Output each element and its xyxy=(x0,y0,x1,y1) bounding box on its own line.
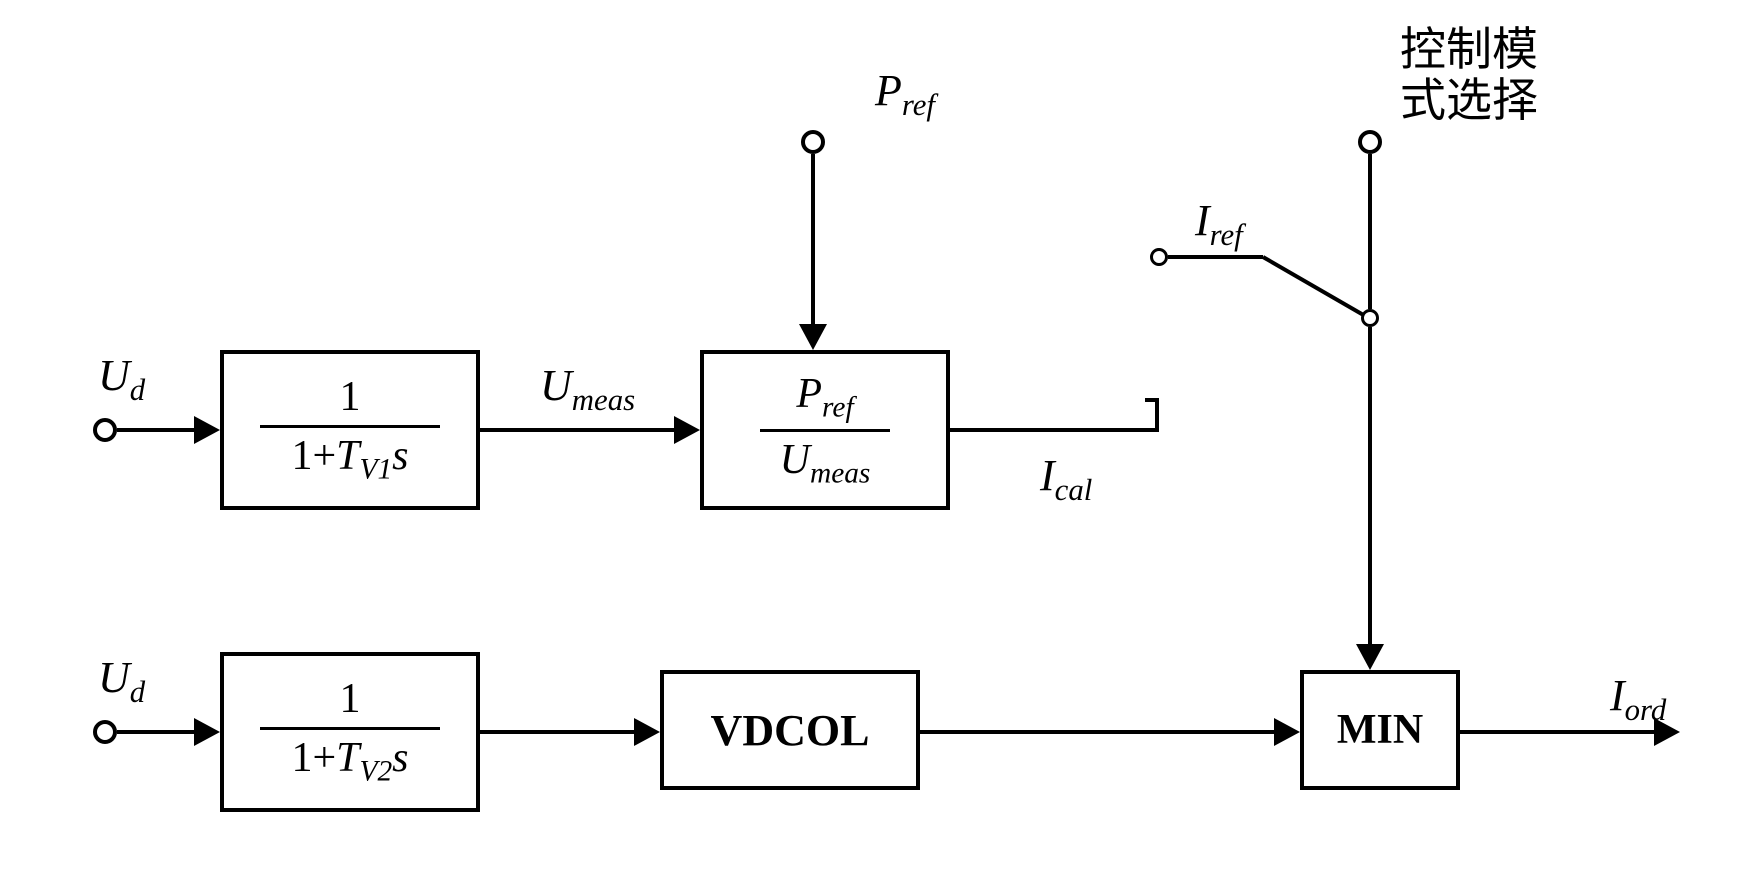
filter2-denominator: 1+TV2s xyxy=(291,734,408,788)
divider-fraction: Pref Umeas xyxy=(760,370,890,490)
switch-output-line xyxy=(1368,327,1372,646)
pref-port xyxy=(801,130,825,154)
filter2-block: 1 1+TV2s xyxy=(220,652,480,812)
limiter-up xyxy=(1155,398,1159,432)
ical-label: Ical xyxy=(1040,450,1092,508)
vdcol-out-arrow xyxy=(1274,718,1300,746)
divider-numerator: Pref xyxy=(796,370,853,424)
filter1-numerator: 1 xyxy=(340,373,361,421)
ical-line xyxy=(950,428,1155,432)
umeas-arrow xyxy=(674,416,700,444)
filter1-fraction: 1 1+TV1s xyxy=(260,373,440,486)
vdcol-text: VDCOL xyxy=(711,705,870,756)
switch-pole-circle xyxy=(1361,309,1379,327)
filter2-fraction: 1 1+TV2s xyxy=(260,675,440,788)
filter1-denominator: 1+TV1s xyxy=(291,432,408,486)
vdcol-block: VDCOL xyxy=(660,670,920,790)
iref-port xyxy=(1150,248,1168,266)
iref-switch-arm xyxy=(1262,255,1372,321)
mode-select-line xyxy=(1368,154,1372,309)
filter1-block: 1 1+TV1s xyxy=(220,350,480,510)
filter2-out-arrow xyxy=(634,718,660,746)
control-block-diagram: 控制模 式选择 Pref Iref Ud 1 1+TV1s Umeas xyxy=(0,0,1756,895)
ud1-arrow xyxy=(194,416,220,444)
switch-output-arrow xyxy=(1356,644,1384,670)
ud2-line xyxy=(117,730,195,734)
divider-denominator: Umeas xyxy=(780,436,871,490)
mode-select-port xyxy=(1358,130,1382,154)
ud1-line xyxy=(117,428,195,432)
min-block: MIN xyxy=(1300,670,1460,790)
ud2-label: Ud xyxy=(98,652,145,710)
vdcol-out-line xyxy=(920,730,1275,734)
mode-select-label: 控制模 式选择 xyxy=(1400,25,1538,126)
ud1-label: Ud xyxy=(98,350,145,408)
iref-line-h xyxy=(1168,255,1263,259)
divider-block: Pref Umeas xyxy=(700,350,950,510)
min-text: MIN xyxy=(1337,706,1423,754)
iref-label: Iref xyxy=(1195,195,1243,253)
pref-label: Pref xyxy=(875,65,935,123)
filter2-numerator: 1 xyxy=(340,675,361,723)
iord-label: Iord xyxy=(1610,670,1666,728)
iord-line xyxy=(1460,730,1655,734)
umeas-line xyxy=(480,428,675,432)
filter2-out-line xyxy=(480,730,635,734)
ud1-port xyxy=(93,418,117,442)
pref-arrow xyxy=(799,324,827,350)
limiter-top xyxy=(1145,398,1159,402)
ud2-port xyxy=(93,720,117,744)
ud2-arrow xyxy=(194,718,220,746)
umeas-label: Umeas xyxy=(540,360,635,418)
pref-line xyxy=(811,154,815,326)
